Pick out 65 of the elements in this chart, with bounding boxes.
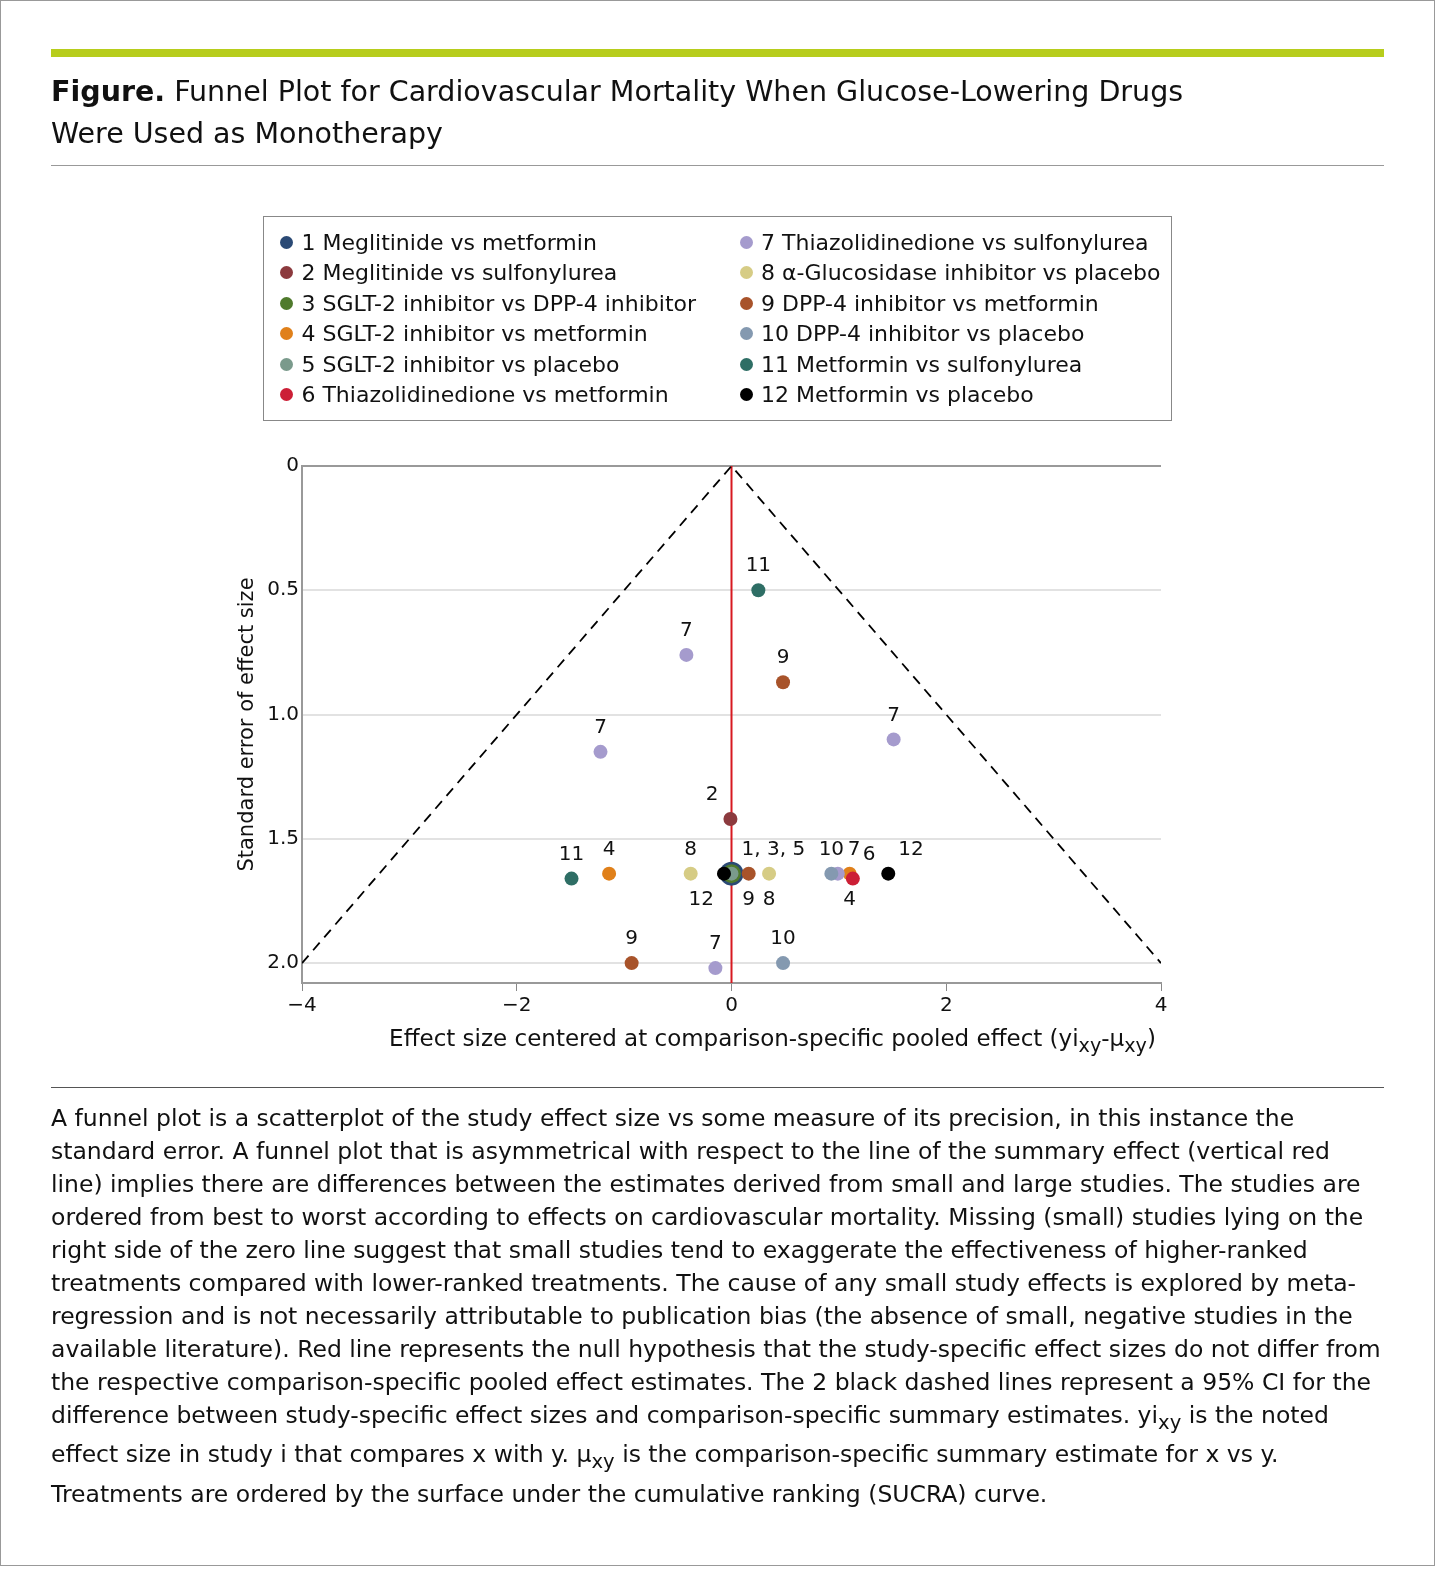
legend-label: 11 Metformin vs sulfonylurea: [761, 351, 1083, 377]
annotation: 8: [762, 885, 776, 910]
point: [624, 956, 639, 971]
text: A funnel plot is a scatterplot of the study effect size vs some measure of its precision, in this instance the standard error. A funnel plot that is asymmetrical with respect to the line of the summary effect (vertical red line) implies there are differences between the estimates derived from small and large studies. The studies are ordered from best to worst according to effects on cardiovascular mortality. Missing (small) studies lying on the right side of the zero line suggest that small studies tend to exaggerate the effectiveness of higher-ranked treatments compared with lower-ranked treatments. The cause of any small study effects is explored by meta-regression and is not necessarily attributable to publication bias (the absence of small, negative studies in the available literature). Red line represents the null hypothesis that the study-specific effect sizes do not differ from the respective comparison-specific pooled effect estimates. The 2 black dashed lines represent a 95% CI for the difference between study-specific effect sizes and comparison-specific summary estimates. yi$_{xy}$ is the noted effect size in study i that compares x with y. μ$_{xy}$ is the comparison-specific summary estimate for x vs y. Treatments are ordered by the surface under the cumulative ranking (SUCRA) curve.: [51, 1103, 1381, 1508]
annotation: 12: [898, 835, 924, 860]
annotation: 7: [709, 930, 722, 955]
annotation: 11: [745, 552, 772, 577]
legend-label: 8 α-Glucosidase inhibitor vs placebo: [761, 260, 1161, 286]
point: [776, 956, 791, 971]
annotation: 7: [680, 617, 693, 642]
annotation: 9: [742, 885, 756, 910]
y-tick-label: 0: [286, 452, 300, 477]
legend-label: 9 DPP-4 inhibitor vs metformin: [761, 290, 1099, 316]
legend-label: 6 Thiazolidinedione vs metformin: [301, 382, 669, 408]
x-tick-label: 4: [1154, 992, 1168, 1017]
y-axis-title: Standard error of effect size: [234, 577, 259, 872]
x-tick-label: −2: [502, 992, 532, 1017]
annotation: 10: [770, 925, 796, 950]
annotation: 7: [847, 835, 861, 860]
annotation: 6: [862, 840, 876, 865]
point: [708, 961, 723, 976]
annotation: 1, 3, 5: [741, 835, 806, 860]
x-tick-label: −4: [287, 992, 317, 1017]
annotation: 10: [818, 835, 845, 860]
y-tick-label: 2.0: [267, 949, 300, 974]
legend-label: 12 Metformin vs placebo: [761, 382, 1034, 408]
annotation: 12: [688, 885, 714, 910]
legend-label: 1 Meglitinide vs metformin: [301, 229, 597, 255]
point: [824, 866, 839, 881]
x-tick-label: 0: [725, 992, 738, 1017]
point: [881, 866, 896, 881]
point: [845, 871, 860, 886]
point: [593, 744, 608, 759]
legend-label: 2 Meglitinide vs sulfonylurea: [301, 260, 618, 286]
y-tick-label: 1.5: [267, 825, 300, 850]
point: [683, 866, 698, 881]
annotation: 4: [602, 835, 616, 860]
x-tick-label: 2: [939, 992, 953, 1017]
x-axis-title: Effect size centered at comparison-specific pooled effect (yi$_{xy}$-μ$_{xy}$): [388, 1025, 1157, 1057]
annotation: 11: [558, 840, 585, 865]
annotation: 9: [776, 644, 790, 669]
point: [723, 811, 738, 826]
chart-title: Figure. Funnel Plot for Cardiovascular Mortality When Glucose-Lowering Drugs Were Used as Monotherapy: [51, 57, 1384, 166]
legend-label: 10 DPP-4 inhibitor vs placebo: [761, 321, 1085, 347]
point: [762, 866, 777, 881]
point: [679, 647, 694, 662]
point: [602, 866, 617, 881]
annotation: 2: [705, 781, 719, 806]
legend-label: 7 Thiazolidinedione vs sulfonylurea: [761, 229, 1149, 255]
point: [716, 866, 731, 881]
annotation: 4: [843, 885, 856, 910]
point: [741, 866, 756, 881]
point: [776, 675, 791, 690]
annotation: 9: [625, 925, 639, 950]
y-tick-label: 0.5: [267, 576, 300, 601]
point: [751, 583, 766, 598]
y-tick-label: 1.0: [267, 700, 300, 725]
annotation: 7: [594, 714, 607, 739]
annotation: 8: [684, 835, 698, 860]
legend-label: 4 SGLT-2 inhibitor vs metformin: [301, 321, 648, 347]
annotation: 7: [887, 701, 901, 726]
legend-label: 5 SGLT-2 inhibitor vs placebo: [301, 351, 620, 377]
point: [886, 732, 901, 747]
point: [564, 871, 579, 886]
legend-label: 3 SGLT-2 inhibitor vs DPP-4 inhibitor: [301, 290, 697, 316]
